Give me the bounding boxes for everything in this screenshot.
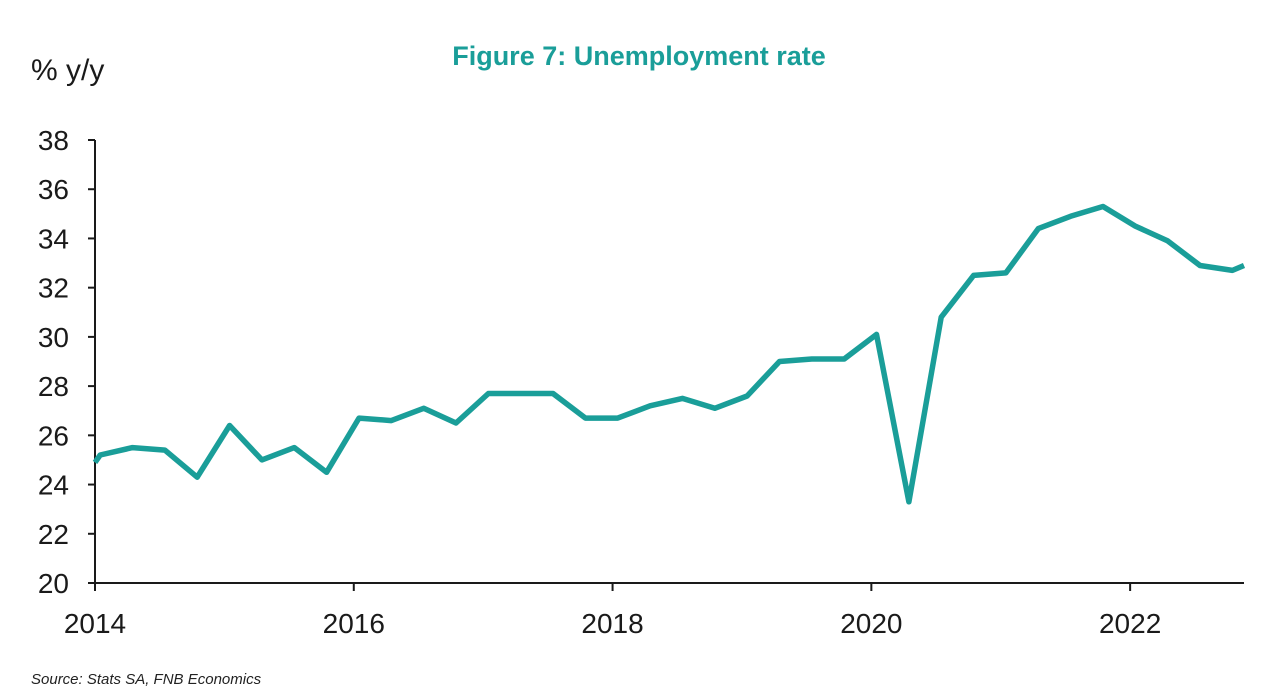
series-line-unemployment <box>92 203 1246 505</box>
x-tick-label: 2014 <box>64 608 126 639</box>
y-axis-ticks: 20 22 24 26 28 30 32 34 36 38 <box>38 125 95 599</box>
y-tick-label: 38 <box>38 125 69 156</box>
y-tick-label: 28 <box>38 371 69 402</box>
y-tick-label: 34 <box>38 223 69 254</box>
x-tick-label: 2016 <box>323 608 385 639</box>
y-tick-label: 26 <box>38 420 69 451</box>
y-tick-label: 32 <box>38 273 69 304</box>
series-layer <box>92 203 1246 505</box>
x-tick-label: 2020 <box>840 608 902 639</box>
y-tick-label: 36 <box>38 174 69 205</box>
x-tick-label: 2018 <box>581 608 643 639</box>
x-tick-label: 2022 <box>1099 608 1161 639</box>
x-axis-ticks: 2014 2016 2018 2020 2022 <box>64 583 1161 639</box>
y-tick-label: 24 <box>38 470 69 501</box>
y-tick-label: 20 <box>38 568 69 599</box>
y-tick-label: 22 <box>38 519 69 550</box>
source-note: Source: Stats SA, FNB Economics <box>31 671 262 688</box>
y-tick-label: 30 <box>38 322 69 353</box>
chart-title: Figure 7: Unemployment rate <box>452 41 826 71</box>
y-axis-label: % y/y <box>31 54 104 87</box>
